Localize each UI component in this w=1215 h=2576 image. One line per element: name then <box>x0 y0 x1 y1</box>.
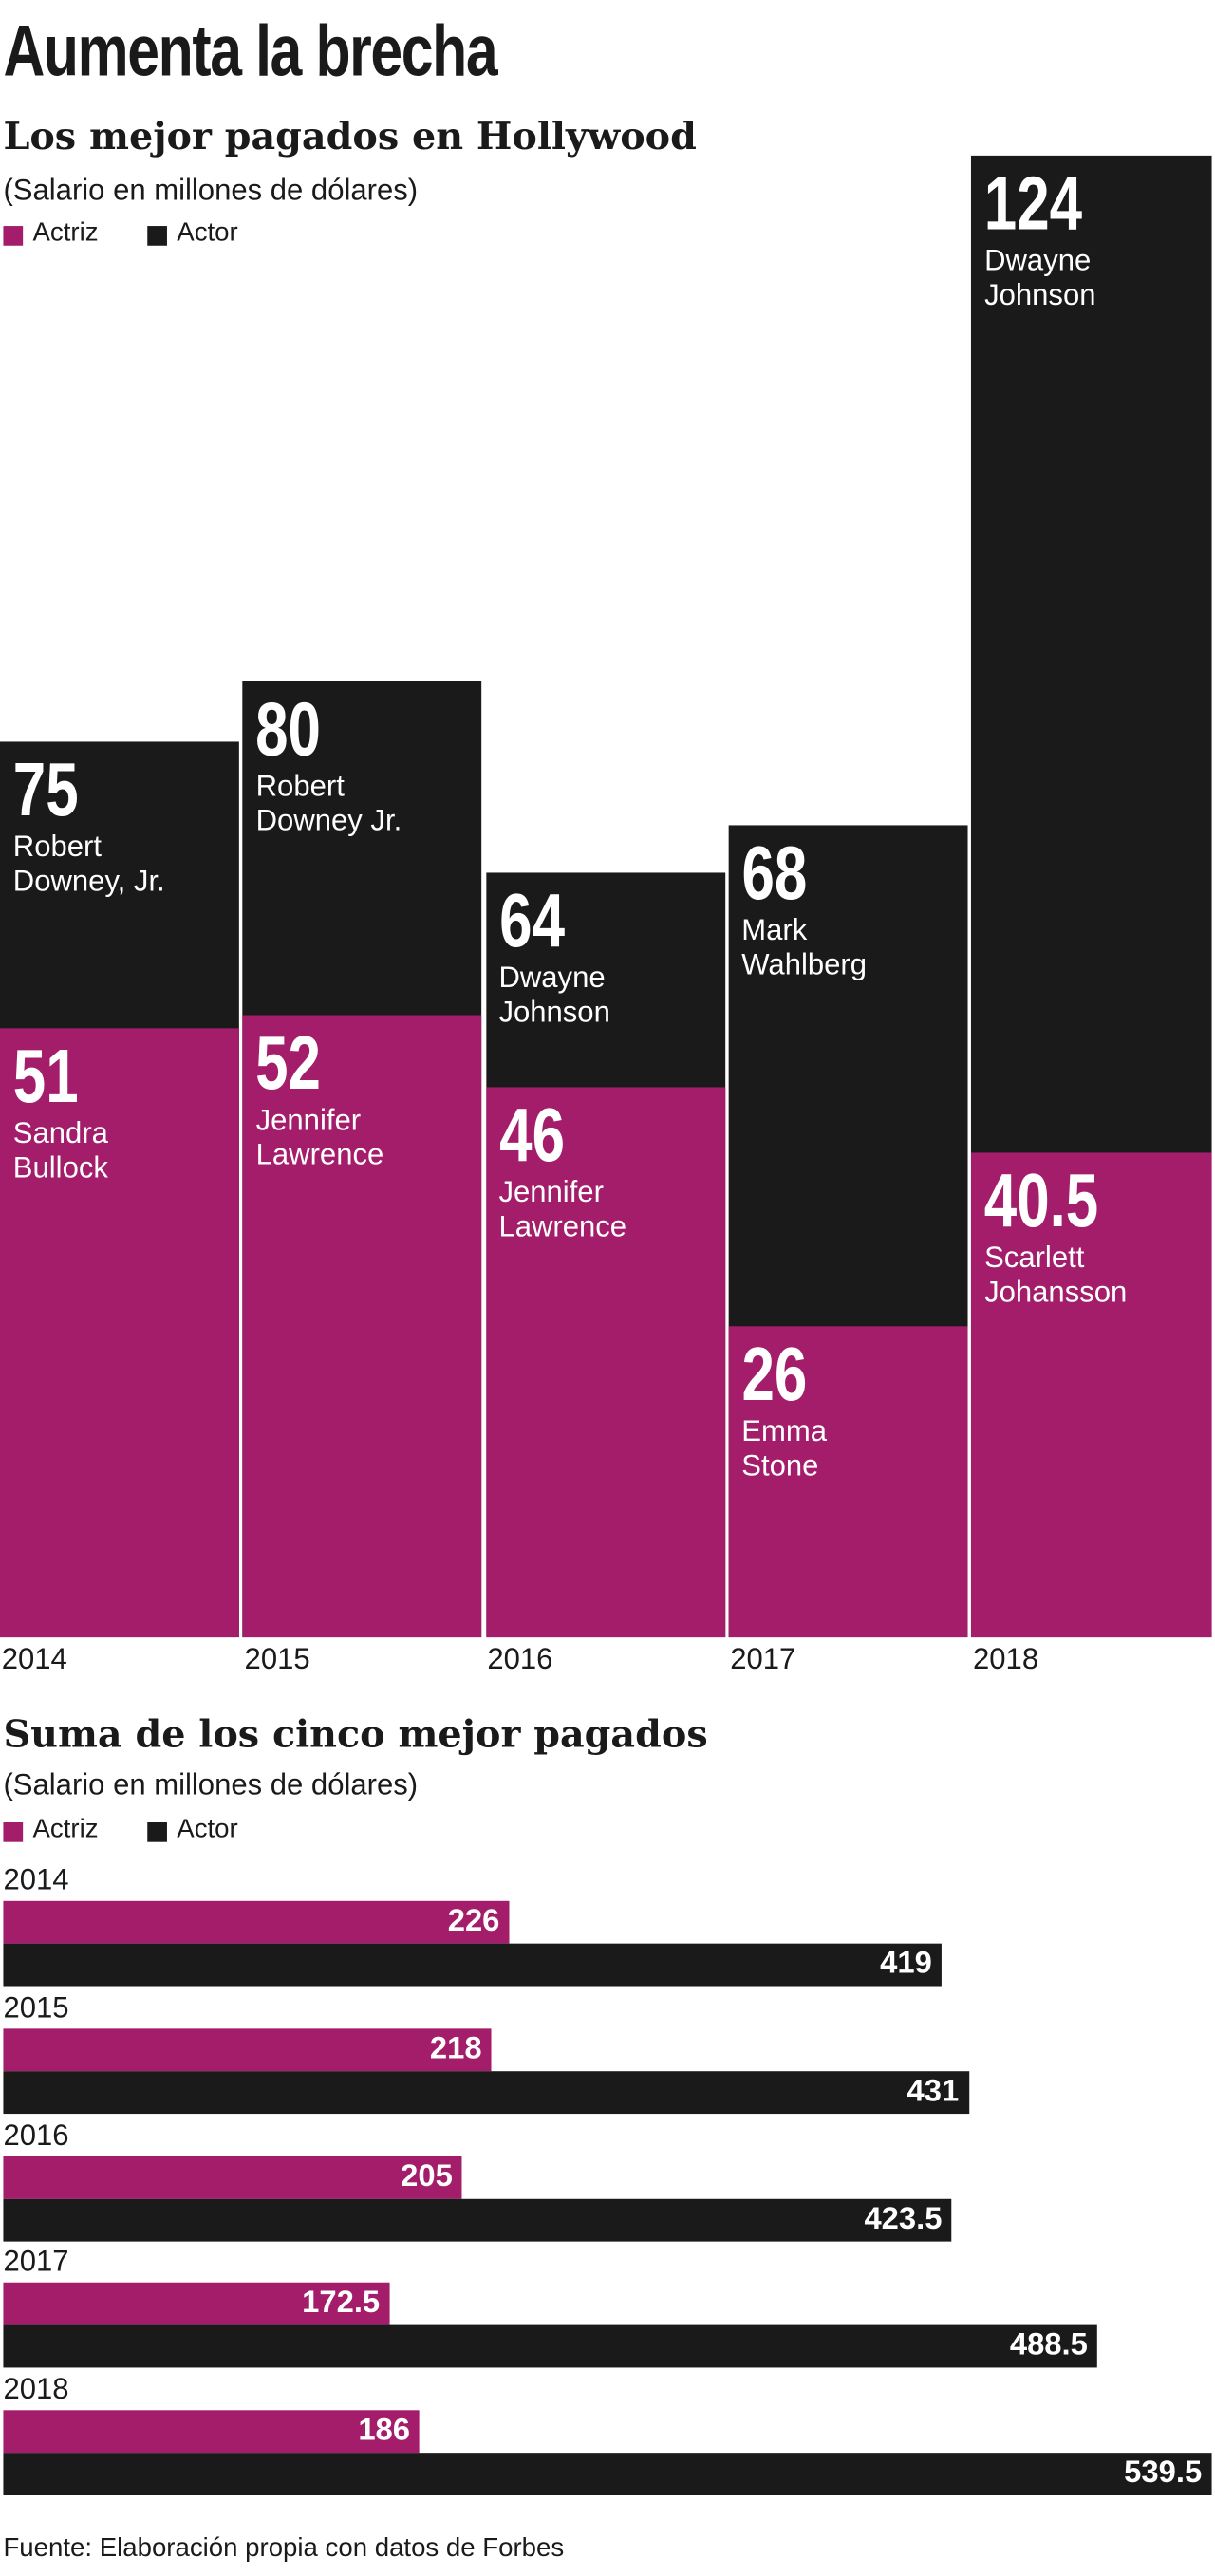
value-label: 51 <box>12 1033 79 1118</box>
bar <box>485 1087 725 1638</box>
value-label: 423.5 <box>864 2201 943 2236</box>
bar <box>3 2410 421 2454</box>
source: Fuente: Elaboración propia con datos de … <box>3 2534 565 2563</box>
main-title: Aumenta la brecha <box>3 11 497 92</box>
y-tick-label: 2015 <box>3 1990 69 2024</box>
legend-label: Actor <box>177 1816 238 1844</box>
legend-swatch <box>147 1822 167 1842</box>
legend-swatch <box>147 226 167 246</box>
y-tick-label: 2018 <box>3 2372 69 2406</box>
bar <box>3 2325 1098 2369</box>
value-label: 80 <box>255 686 322 772</box>
y-tick-label: 2014 <box>3 1863 69 1896</box>
x-tick-label: 2017 <box>730 1642 796 1675</box>
y-tick-label: 2017 <box>3 2245 69 2279</box>
y-tick-label: 2016 <box>3 2118 69 2152</box>
legend-label: Actriz <box>32 219 99 248</box>
name-label: Jennifer Lawrence <box>255 1104 384 1172</box>
bar <box>3 1943 943 1987</box>
bar <box>0 1027 239 1638</box>
bar <box>3 2283 390 2326</box>
legend-swatch <box>3 1822 24 1842</box>
value-label: 205 <box>401 2158 453 2193</box>
bar <box>728 1326 968 1638</box>
name-label: Jennifer Lawrence <box>498 1176 627 1243</box>
legend-label: Actor <box>177 219 238 248</box>
value-label: 419 <box>880 1947 932 1982</box>
bar <box>971 1153 1212 1638</box>
chart-title: Los mejor pagados en Hollywood <box>3 114 697 159</box>
value-label: 186 <box>358 2414 411 2449</box>
bar <box>3 2198 952 2241</box>
x-tick-label: 2015 <box>244 1642 310 1675</box>
legend-label: Actriz <box>32 1816 99 1844</box>
value-label: 68 <box>741 830 808 915</box>
x-tick-label: 2016 <box>487 1642 553 1675</box>
value-label: 26 <box>741 1331 808 1417</box>
name-label: Dwayne Johnson <box>984 244 1096 311</box>
value-label: 40.5 <box>984 1158 1099 1244</box>
value-label: 172.5 <box>302 2286 381 2322</box>
value-label: 488.5 <box>1009 2328 1088 2363</box>
bar <box>3 2070 969 2114</box>
value-label: 75 <box>12 745 79 831</box>
name-label: Dwayne Johnson <box>498 961 610 1029</box>
value-label: 431 <box>907 2074 960 2109</box>
name-label: Mark Wahlberg <box>741 913 868 980</box>
chart-subtitle: (Salario en millones de dólares) <box>3 173 419 207</box>
name-label: Emma Stone <box>741 1414 827 1483</box>
bar <box>3 2028 492 2071</box>
bar <box>3 2453 1212 2496</box>
value-label: 46 <box>498 1092 565 1178</box>
name-label: Robert Downey, Jr. <box>12 829 165 897</box>
bar <box>3 1900 510 1944</box>
x-tick-label: 2018 <box>973 1642 1039 1675</box>
name-label: Robert Downey Jr. <box>255 769 402 837</box>
value-label: 64 <box>498 877 565 963</box>
chart-title: Suma de los cinco mejor pagados <box>3 1712 708 1757</box>
name-label: Sandra Bullock <box>12 1116 108 1184</box>
value-label: 52 <box>255 1020 322 1107</box>
x-tick-label: 2014 <box>1 1642 67 1675</box>
bar <box>242 1016 482 1638</box>
value-label: 218 <box>429 2031 482 2066</box>
value-label: 226 <box>447 1904 500 1939</box>
name-label: Scarlett Johansson <box>984 1241 1128 1310</box>
value-label: 124 <box>984 160 1083 246</box>
bar <box>3 2156 463 2199</box>
legend-swatch <box>3 226 24 246</box>
value-label: 539.5 <box>1124 2455 1203 2492</box>
chart-subtitle: (Salario en millones de dólares) <box>3 1768 419 1801</box>
